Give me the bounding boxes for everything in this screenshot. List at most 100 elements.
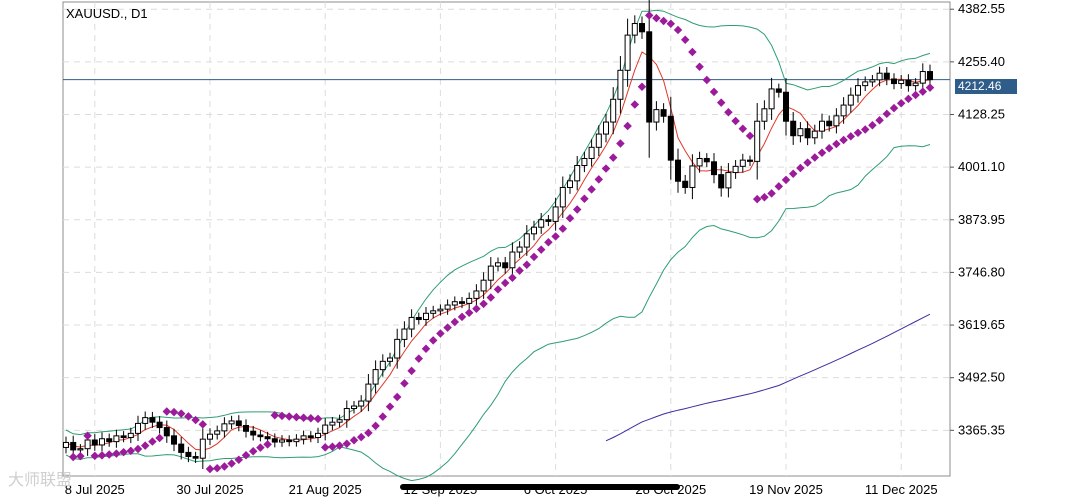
- sar-dot: [738, 124, 748, 134]
- sar-dot: [508, 273, 517, 282]
- scrollbar[interactable]: [400, 484, 680, 490]
- sar-dot: [436, 329, 445, 338]
- candle-body: [567, 180, 573, 188]
- candle-body: [797, 128, 804, 137]
- sar-dot: [673, 25, 683, 35]
- candle-body: [466, 297, 473, 304]
- sar-dot: [824, 144, 834, 153]
- sar-dot: [335, 441, 344, 450]
- candle: [747, 155, 753, 166]
- sar-dot: [875, 115, 884, 125]
- candle: [754, 103, 761, 180]
- candle-body: [617, 69, 624, 100]
- sar-dot: [227, 459, 236, 468]
- candle-body: [523, 233, 530, 248]
- candle: [718, 165, 725, 197]
- candle-body: [394, 338, 401, 359]
- candle: [898, 74, 905, 89]
- candle-body: [631, 23, 638, 36]
- candle: [797, 122, 804, 143]
- sar-dot: [234, 455, 244, 464]
- candle: [624, 18, 631, 87]
- candle: [840, 97, 847, 124]
- sar-dot: [378, 412, 388, 421]
- candle-body: [869, 79, 876, 83]
- candle: [559, 176, 566, 218]
- candle: [437, 304, 444, 316]
- candle-body: [891, 78, 897, 85]
- candle: [667, 96, 674, 180]
- candle: [408, 309, 415, 338]
- candle-body: [315, 432, 321, 439]
- candle-body: [199, 438, 206, 459]
- sar-dot: [817, 148, 827, 157]
- candle: [595, 125, 602, 157]
- sar-dot: [220, 462, 229, 471]
- candle-body: [487, 265, 494, 281]
- candle-body: [509, 251, 516, 269]
- sar-dot: [659, 16, 668, 26]
- candle: [63, 436, 69, 454]
- candle: [639, 16, 645, 39]
- candle: [876, 66, 883, 87]
- sar-dot: [241, 451, 251, 460]
- candle-body: [149, 417, 156, 423]
- sar-dot: [616, 139, 625, 148]
- candle-body: [70, 441, 77, 451]
- candle: [653, 101, 660, 131]
- candle: [379, 354, 386, 377]
- candle: [401, 321, 408, 348]
- candle: [603, 113, 609, 143]
- candle-body: [171, 435, 177, 445]
- candle-body: [250, 430, 257, 436]
- candle: [725, 163, 732, 198]
- candle: [271, 433, 278, 448]
- candle-body: [898, 79, 905, 85]
- sar-dot: [198, 420, 208, 429]
- candle-body: [415, 316, 422, 321]
- candle-body: [819, 120, 825, 132]
- sar-dot: [536, 245, 546, 254]
- candle: [365, 374, 372, 412]
- candle-body: [495, 262, 501, 267]
- candle: [286, 435, 293, 447]
- candle-body: [538, 219, 545, 228]
- candle: [732, 160, 739, 179]
- sar-dot: [76, 451, 85, 461]
- candle: [682, 174, 689, 194]
- candle-body: [862, 81, 869, 87]
- candle-body: [811, 130, 818, 139]
- x-tick-label: 30 Jul 2025: [176, 482, 243, 497]
- sar-dot: [853, 128, 863, 138]
- candle: [862, 76, 869, 92]
- candle: [783, 77, 789, 136]
- sar-dot: [155, 433, 164, 443]
- sar-dot: [97, 451, 107, 460]
- sar-dot: [522, 260, 532, 270]
- candle: [495, 257, 501, 272]
- sar-dot: [277, 411, 287, 421]
- candle-body: [135, 422, 141, 434]
- candle: [610, 87, 617, 135]
- y-tick-label: 4255.40: [958, 54, 1005, 69]
- candle-body: [279, 439, 285, 443]
- candle: [516, 241, 523, 258]
- candle-body: [610, 98, 617, 123]
- candle-body: [559, 186, 566, 208]
- long-moving-average-line: [605, 313, 931, 442]
- candle: [912, 78, 919, 91]
- candle-body: [703, 157, 710, 163]
- sar-dot: [364, 428, 373, 438]
- candle-body: [747, 159, 753, 162]
- candle-body: [595, 133, 602, 148]
- candle-body: [473, 290, 480, 299]
- candle-body: [113, 435, 120, 443]
- candle-body: [372, 369, 379, 385]
- candle: [696, 151, 703, 173]
- candle-body: [883, 72, 890, 80]
- sar-dot: [148, 437, 157, 446]
- candle-body: [437, 308, 444, 312]
- candle-body: [754, 120, 761, 162]
- candle-layer: [63, 0, 933, 470]
